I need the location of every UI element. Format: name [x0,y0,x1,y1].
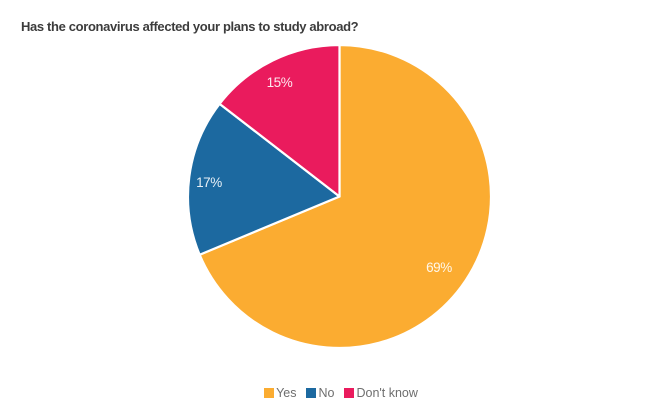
svg-text:69%: 69% [426,260,452,275]
svg-text:15%: 15% [267,75,293,90]
svg-text:17%: 17% [196,175,222,190]
